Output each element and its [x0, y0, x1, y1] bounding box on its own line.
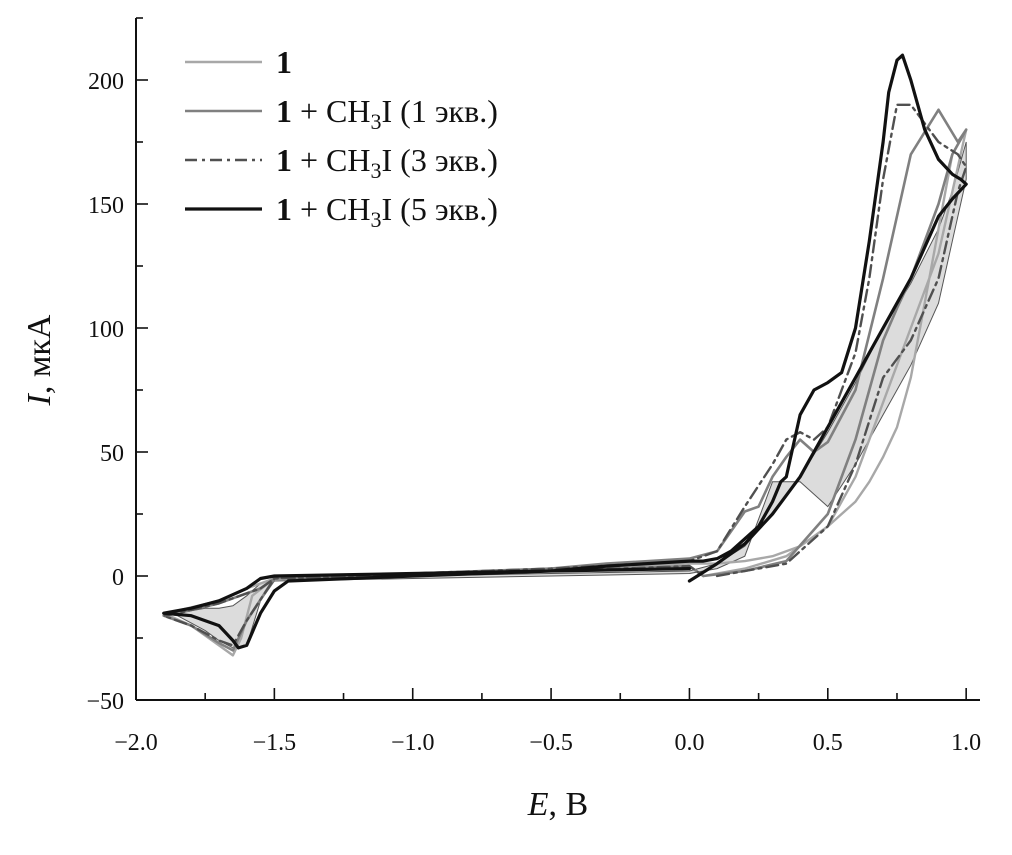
y-axis-title: I, мкА: [21, 314, 58, 406]
x-ticks: −2.0 −1.5 −1.0 −0.5 0.0 0.5 1.0: [114, 688, 981, 756]
y-tick-label: 50: [100, 441, 124, 467]
y-tick-label: 150: [88, 193, 124, 219]
legend-label: 1 + CH3I (1 экв.): [276, 93, 498, 134]
x-tick-label: 1.0: [951, 730, 981, 756]
series-line-3: [162, 103, 968, 647]
x-tick-label: −1.5: [253, 730, 297, 756]
legend-label: 1 + CH3I (3 экв.): [276, 142, 498, 183]
legend-item-4: 1 + CH3I (5 экв.): [185, 191, 498, 232]
y-tick-label: 100: [88, 317, 124, 343]
x-tick-label: −2.0: [114, 730, 158, 756]
legend-item-3: 1 + CH3I (3 экв.): [185, 142, 498, 183]
y-ticks: −50 0 50 100 150 200: [86, 17, 148, 715]
x-tick-label: 0.0: [674, 730, 704, 756]
x-tick-label: −0.5: [529, 730, 573, 756]
axes-layer: [135, 18, 980, 701]
legend-label: 1: [276, 44, 292, 80]
legend-item-2: 1 + CH3I (1 экв.): [185, 93, 498, 134]
legend-item-1: 1: [185, 44, 292, 80]
x-tick-label: −1.0: [391, 730, 435, 756]
x-axis-title: E, В: [527, 786, 588, 823]
x-tick-label: 0.5: [813, 730, 843, 756]
series-line-4: [162, 53, 968, 650]
legend: 1 1 + CH3I (1 экв.) 1 + CH3I (3 экв.) 1 + C…: [185, 44, 498, 232]
legend-label: 1 + CH3I (5 экв.): [276, 191, 498, 232]
y-tick-label: 200: [88, 69, 124, 95]
series-layer: [162, 53, 968, 657]
y-tick-label: 0: [112, 565, 124, 591]
y-tick-label: −50: [86, 689, 124, 715]
